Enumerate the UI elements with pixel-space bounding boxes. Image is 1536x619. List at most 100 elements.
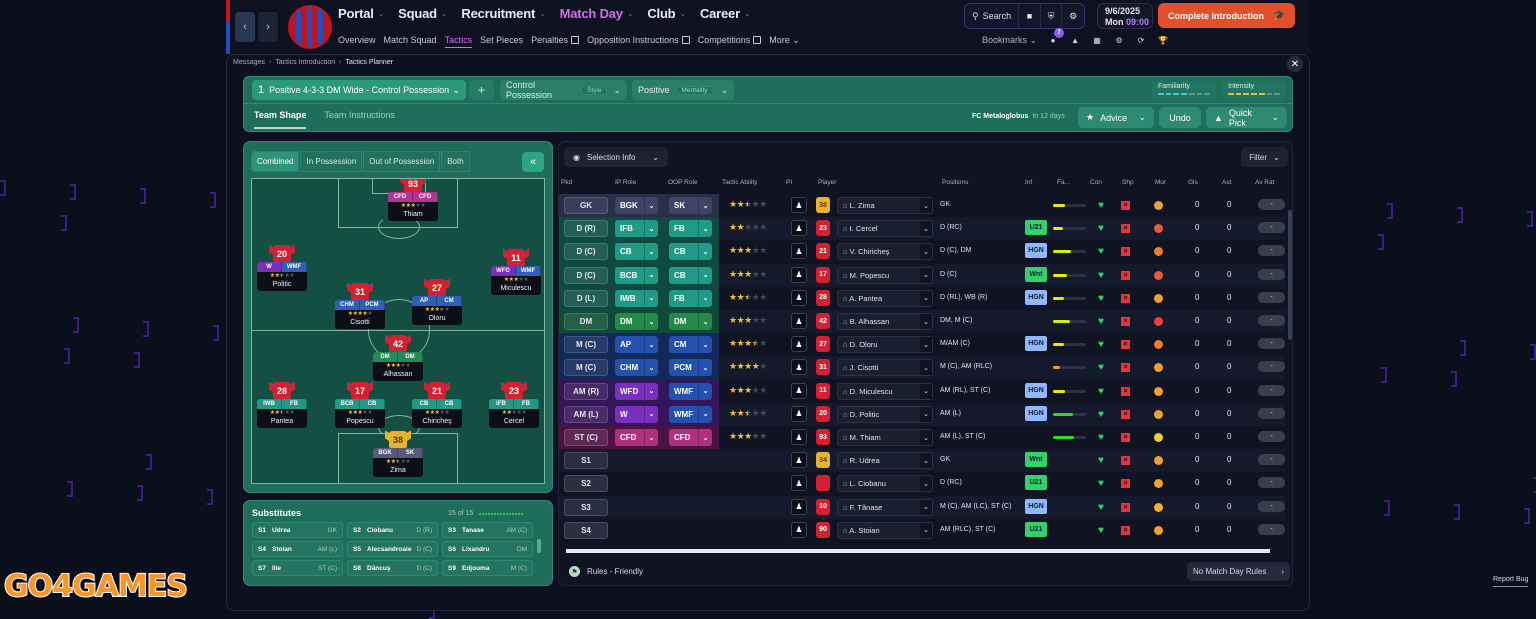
column-header[interactable]: Gls	[1188, 179, 1198, 186]
picked-position-button[interactable]: D (R)	[564, 220, 608, 237]
player-instructions-button[interactable]: ♟	[791, 429, 807, 445]
crest-icon[interactable]: ⛨	[1041, 4, 1063, 28]
ip-role-dropdown[interactable]: IFB⌄	[615, 220, 658, 237]
player-instructions-button[interactable]: ♟	[791, 290, 807, 306]
breadcrumb-tactics-introduction[interactable]: Tactics Introduction	[275, 59, 335, 66]
forward-button[interactable]: ›	[258, 12, 278, 42]
player-instructions-button[interactable]: ♟	[791, 383, 807, 399]
player-instructions-button[interactable]: ♟	[791, 452, 807, 468]
ip-role-dropdown[interactable]: AP⌄	[615, 336, 658, 353]
hierarchy-icon[interactable]: ⚙	[1113, 34, 1125, 46]
ip-role-dropdown[interactable]: BCB⌄	[615, 267, 658, 284]
subnav-more[interactable]: More ⌄	[769, 35, 800, 48]
game-date[interactable]: 9/6/2025 Mon 09:00	[1097, 3, 1153, 29]
undo-button[interactable]: Undo	[1159, 107, 1201, 128]
intensity-meter[interactable]: Intensity	[1222, 81, 1286, 99]
gear-icon[interactable]: ⚙	[1062, 4, 1084, 28]
player-instructions-button[interactable]: ♟	[791, 313, 807, 329]
player-select[interactable]: ⌂ L. Ciobanu⌄	[837, 475, 933, 492]
player-instructions-button[interactable]: ♟	[791, 406, 807, 422]
oop-role-dropdown[interactable]: FB⌄	[669, 290, 712, 307]
subnav-set-pieces[interactable]: Set Pieces	[480, 35, 523, 48]
player-select[interactable]: ⌂ M. Popescu⌄	[837, 267, 933, 284]
oop-role-dropdown[interactable]: CB⌄	[669, 267, 712, 284]
pitch-tab-out-of-possession[interactable]: Out of Possession	[363, 151, 440, 172]
picked-position-button[interactable]: S1	[564, 452, 608, 469]
column-header[interactable]: Inf	[1025, 179, 1032, 186]
player-instructions-button[interactable]: ♟	[791, 197, 807, 213]
substitutes-scrollbar[interactable]	[537, 539, 541, 553]
nav-club[interactable]: Club⌄	[647, 6, 686, 21]
pitch-tab-combined[interactable]: Combined	[251, 151, 299, 172]
picked-position-button[interactable]: AM (L)	[564, 406, 608, 423]
column-header[interactable]: Player	[818, 179, 836, 186]
player-instructions-button[interactable]: ♟	[791, 267, 807, 283]
ip-role-dropdown[interactable]: WFD⌄	[615, 383, 658, 400]
oop-role-dropdown[interactable]: PCM⌄	[669, 359, 712, 376]
picked-position-button[interactable]: S2	[564, 475, 608, 492]
player-select[interactable]: ⌂ V. Chiricheş⌄	[837, 243, 933, 260]
nav-portal[interactable]: Portal⌄	[338, 6, 384, 21]
subnav-match-squad[interactable]: Match Squad	[384, 35, 437, 48]
player-instructions-button[interactable]: ♟	[791, 522, 807, 538]
player-select[interactable]: ⌂ M. Thiam⌄	[837, 429, 933, 446]
ip-role-dropdown[interactable]: CFD⌄	[615, 429, 658, 446]
table-row[interactable]: M (C)AP⌄CM⌄★★★★★♟27⌂ D. Oloru⌄M/AM (C)HG…	[559, 333, 1285, 356]
column-header[interactable]: Av Rat	[1255, 179, 1274, 186]
picked-position-button[interactable]: D (C)	[564, 243, 608, 260]
column-header[interactable]: Pkd	[561, 179, 572, 186]
close-button[interactable]: ✕	[1287, 56, 1303, 72]
add-tactic-button[interactable]: +	[469, 80, 494, 100]
nav-career[interactable]: Career⌄	[700, 6, 751, 21]
trophy-icon[interactable]: 🏆	[1157, 34, 1169, 46]
table-row[interactable]: AM (L)W⌄WMF⌄★★★★★♟20⌂ D. Politic⌄AM (L)H…	[559, 403, 1285, 426]
back-button[interactable]: ‹	[235, 12, 255, 42]
no-match-day-rules-button[interactable]: No Match Day Rules›	[1187, 562, 1290, 581]
table-row[interactable]: D (R)IFB⌄FB⌄★★★★★♟23⌂ I. Cercel⌄D (RC)U2…	[559, 217, 1285, 240]
familiarity-meter[interactable]: Familiarity	[1152, 81, 1216, 99]
table-row[interactable]: ST (C)CFD⌄CFD⌄★★★★★♟93⌂ M. Thiam⌄AM (L),…	[559, 426, 1285, 449]
ip-role-dropdown[interactable]: IWB⌄	[615, 290, 658, 307]
picked-position-button[interactable]: DM	[564, 313, 608, 330]
picked-position-button[interactable]: S4	[564, 522, 608, 539]
pitch-tab-both[interactable]: Both	[441, 151, 469, 172]
advice-button[interactable]: ★Advice⌄	[1078, 107, 1154, 128]
picked-position-button[interactable]: M (C)	[564, 359, 608, 376]
player-select[interactable]: ⌂ I. Cercel⌄	[837, 220, 933, 237]
subnav-tactics[interactable]: Tactics	[445, 35, 473, 48]
table-row[interactable]: S3♟10⌂ F. Tănase⌄M (C), AM (LC), ST (C)H…	[559, 496, 1285, 519]
nav-match-day[interactable]: Match Day⌄	[560, 6, 634, 21]
report-bug-link[interactable]: Report Bug	[1493, 576, 1528, 587]
oop-role-dropdown[interactable]: DM⌄	[669, 313, 712, 330]
selection-info-dropdown[interactable]: ◉Selection Info⌄	[564, 147, 668, 167]
filter-dropdown[interactable]: Filter⌄	[1241, 147, 1288, 167]
picked-position-button[interactable]: D (L)	[564, 290, 608, 307]
oop-role-dropdown[interactable]: CFD⌄	[669, 429, 712, 446]
refresh-icon[interactable]: ⟳	[1135, 34, 1147, 46]
column-header[interactable]: Tactic Ability	[722, 179, 757, 186]
quick-pick-button[interactable]: ▲Quick Pick⌄	[1206, 107, 1287, 128]
player-select[interactable]: ⌂ D. Oloru⌄	[837, 336, 933, 353]
nav-recruitment[interactable]: Recruitment⌄	[461, 6, 545, 21]
collapse-button[interactable]: «	[522, 152, 544, 172]
nav-squad[interactable]: Squad⌄	[398, 6, 447, 21]
